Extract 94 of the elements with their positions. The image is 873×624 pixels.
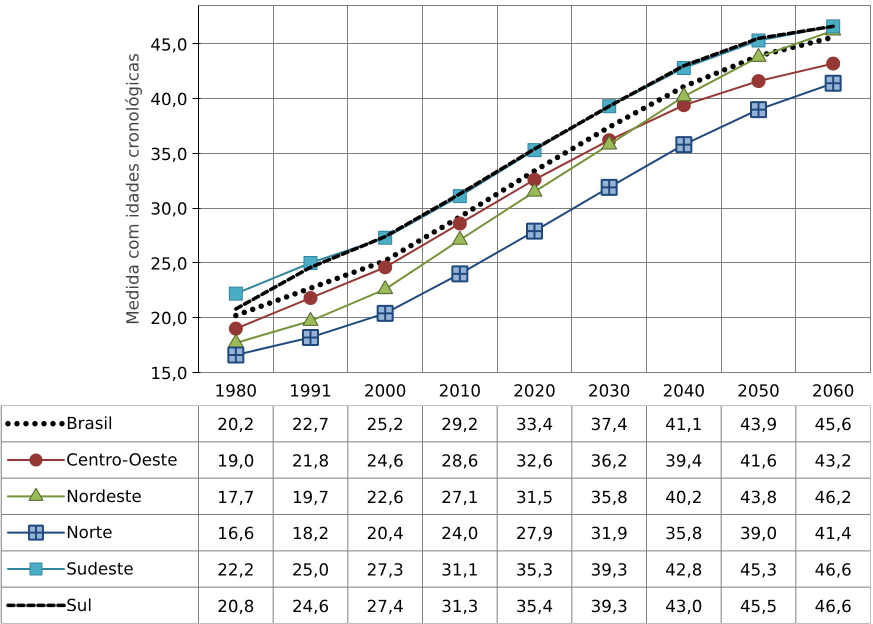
data-label: 22,2 <box>217 560 254 580</box>
y-tick-label: 35,0 <box>150 144 188 164</box>
data-label: 43,2 <box>814 452 852 470</box>
data-label: 24,6 <box>366 452 404 470</box>
y-tick-label: 15,0 <box>150 364 188 383</box>
x-tick-label: 2020 <box>513 382 556 400</box>
data-label: 45,3 <box>740 560 778 580</box>
data-label: 46,6 <box>814 596 852 616</box>
data-label: 32,6 <box>516 452 554 470</box>
y-tick-label: 45,0 <box>150 35 188 54</box>
data-label: 19,0 <box>217 452 254 470</box>
y-axis-title: Medida com idades cronológicas <box>123 53 142 325</box>
data-label: 36,2 <box>590 452 628 470</box>
data-label: 20,2 <box>217 415 254 434</box>
point <box>304 291 318 305</box>
x-tick-label: 2010 <box>438 382 482 400</box>
x-tick-label: 2060 <box>812 382 854 400</box>
data-label: 35,3 <box>516 560 554 580</box>
data-label: 28,6 <box>441 452 478 470</box>
data-label: 27,3 <box>366 560 404 580</box>
y-tick-label: 30,0 <box>150 200 188 219</box>
point <box>750 101 767 118</box>
x-tick-label: 1991 <box>289 382 332 400</box>
data-label: 31,3 <box>441 596 478 616</box>
data-label: 22,6 <box>366 488 404 507</box>
x-tick-label: 2050 <box>737 382 780 400</box>
point <box>228 286 243 301</box>
point <box>376 304 394 322</box>
data-label: 39,0 <box>740 524 778 544</box>
point <box>302 328 319 346</box>
point <box>526 222 543 240</box>
data-label: 43,9 <box>740 415 778 434</box>
point <box>826 56 840 71</box>
data-label: 29,2 <box>441 415 478 434</box>
data-label: 17,7 <box>217 488 254 507</box>
data-label: 41,6 <box>740 452 778 470</box>
data-label: 24,6 <box>292 596 330 616</box>
data-label: 35,8 <box>590 488 628 507</box>
legend-label: Centro-Oeste <box>66 450 178 470</box>
data-label: 31,5 <box>516 488 554 507</box>
data-label: 46,6 <box>814 560 852 580</box>
data-label: 39,3 <box>590 560 628 580</box>
data-label: 40,2 <box>665 488 702 507</box>
data-label: 27,1 <box>441 488 478 507</box>
data-label: 19,7 <box>292 488 330 507</box>
data-label: 39,4 <box>665 452 702 470</box>
point <box>228 322 243 336</box>
data-label: 20,8 <box>217 596 254 616</box>
data-label: 16,6 <box>217 524 254 544</box>
data-label: 35,8 <box>665 524 702 544</box>
data-label: 24,0 <box>441 524 478 544</box>
data-label: 39,3 <box>590 596 628 616</box>
point <box>600 178 618 196</box>
point <box>227 346 244 364</box>
data-label: 43,0 <box>665 596 702 616</box>
data-label: 25,0 <box>292 560 330 580</box>
point <box>752 74 766 88</box>
x-tick-label: 2030 <box>588 382 630 400</box>
legend-label: Norte <box>66 523 112 542</box>
data-label: 35,4 <box>516 596 554 616</box>
data-label: 46,2 <box>814 488 852 507</box>
data-label: 43,8 <box>740 488 778 507</box>
point <box>824 74 842 92</box>
data-label: 27,9 <box>516 524 554 544</box>
x-tick-label: 2040 <box>662 382 706 400</box>
data-label: 41,1 <box>665 415 702 434</box>
data-label: 33,4 <box>516 415 554 434</box>
data-label: 20,4 <box>366 524 404 544</box>
data-label: 37,4 <box>590 415 628 434</box>
data-label: 31,9 <box>590 524 628 544</box>
data-label: 21,8 <box>292 452 330 470</box>
x-tick-label: 1980 <box>214 382 258 400</box>
data-label: 22,7 <box>292 415 330 434</box>
point <box>378 260 392 274</box>
data-label: 25,2 <box>366 415 404 434</box>
data-label: 42,8 <box>665 560 702 580</box>
data-label: 31,1 <box>441 560 478 580</box>
data-label: 45,6 <box>814 415 852 434</box>
x-tick-label: 2000 <box>364 382 406 400</box>
data-label: 27,4 <box>366 596 404 616</box>
legend-label: Sudeste <box>66 560 134 578</box>
data-label: 41,4 <box>814 524 852 544</box>
point <box>675 136 692 154</box>
data-label: 18,2 <box>292 524 330 544</box>
y-tick-label: 25,0 <box>150 254 188 274</box>
legend-label: Brasil <box>66 414 113 434</box>
data-label: 45,5 <box>740 596 778 616</box>
point <box>451 265 468 282</box>
point <box>452 216 467 230</box>
legend-label: Sul <box>66 596 92 615</box>
y-tick-label: 40,0 <box>150 90 188 110</box>
point <box>528 172 542 187</box>
legend-label: Nordeste <box>66 486 142 506</box>
y-tick-label: 20,0 <box>150 309 188 328</box>
